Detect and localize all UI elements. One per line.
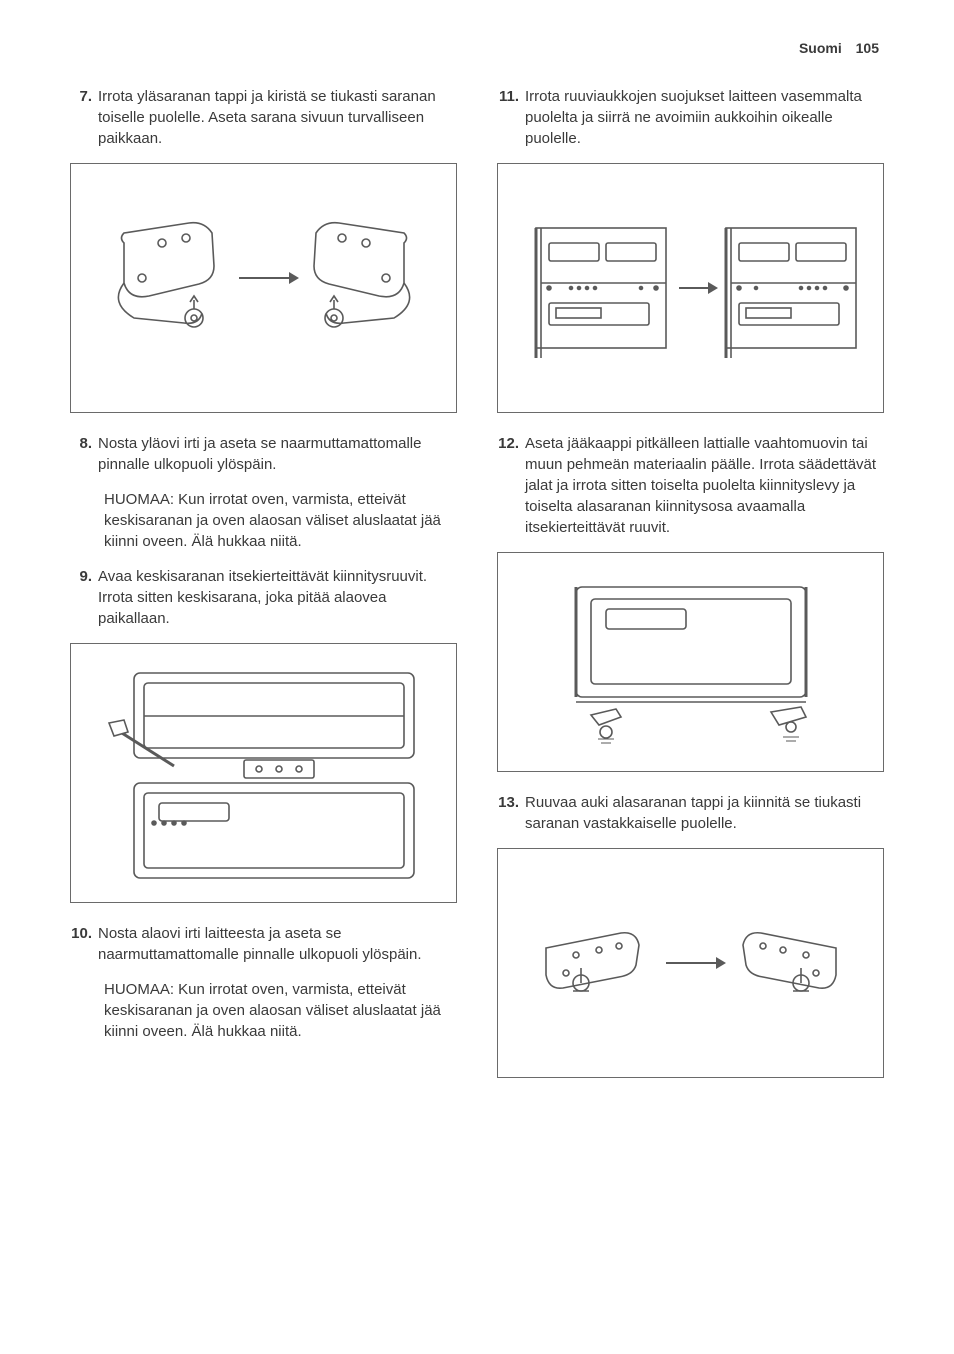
step-10: 10. Nosta alaovi irti laitteesta ja aset… xyxy=(70,923,457,965)
step-number: 8. xyxy=(70,433,98,475)
figure-9 xyxy=(70,643,457,903)
content-columns: 7. Irrota yläsaranan tappi ja kiristä se… xyxy=(70,86,884,1098)
screw-cover-diagram-icon xyxy=(521,188,861,388)
right-column: 11. Irrota ruuviaukkojen suojukset laitt… xyxy=(497,86,884,1098)
step-12: 12. Aseta jääkaappi pitkälleen lattialle… xyxy=(497,433,884,538)
figure-13 xyxy=(497,848,884,1078)
page-number: 105 xyxy=(856,40,879,56)
step-8-note: HUOMAA: Kun irrotat oven, varmista, ette… xyxy=(104,489,457,552)
step-11: 11. Irrota ruuviaukkojen suojukset laitt… xyxy=(497,86,884,149)
hinge-pin-diagram-icon xyxy=(94,188,434,388)
step-text: Nosta yläovi irti ja aseta se naarmuttam… xyxy=(98,433,457,475)
figure-11 xyxy=(497,163,884,413)
step-number: 11. xyxy=(497,86,525,149)
step-number: 13. xyxy=(497,792,525,834)
step-text: Irrota yläsaranan tappi ja kiristä se ti… xyxy=(98,86,457,149)
step-number: 12. xyxy=(497,433,525,538)
step-13: 13. Ruuvaa auki alasaranan tappi ja kiin… xyxy=(497,792,884,834)
page-header: Suomi 105 xyxy=(70,40,884,56)
step-number: 10. xyxy=(70,923,98,965)
step-text: Nosta alaovi irti laitteesta ja aseta se… xyxy=(98,923,457,965)
step-7: 7. Irrota yläsaranan tappi ja kiristä se… xyxy=(70,86,457,149)
step-9: 9. Avaa keskisaranan itsekierteittävät k… xyxy=(70,566,457,629)
step-8: 8. Nosta yläovi irti ja aseta se naarmut… xyxy=(70,433,457,475)
language-label: Suomi xyxy=(799,40,842,56)
step-number: 7. xyxy=(70,86,98,149)
figure-12 xyxy=(497,552,884,772)
step-text: Irrota ruuviaukkojen suojukset laitteen … xyxy=(525,86,884,149)
step-number: 9. xyxy=(70,566,98,629)
bottom-hinge-diagram-icon xyxy=(521,567,861,757)
step-10-note: HUOMAA: Kun irrotat oven, varmista, ette… xyxy=(104,979,457,1042)
figure-7 xyxy=(70,163,457,413)
step-text: Avaa keskisaranan itsekierteittävät kiin… xyxy=(98,566,457,629)
left-column: 7. Irrota yläsaranan tappi ja kiristä se… xyxy=(70,86,457,1098)
bottom-hinge-pin-diagram-icon xyxy=(521,873,861,1053)
step-text: Aseta jääkaappi pitkälleen lattialle vaa… xyxy=(525,433,884,538)
middle-hinge-diagram-icon xyxy=(94,658,434,888)
step-text: Ruuvaa auki alasaranan tappi ja kiinnitä… xyxy=(525,792,884,834)
